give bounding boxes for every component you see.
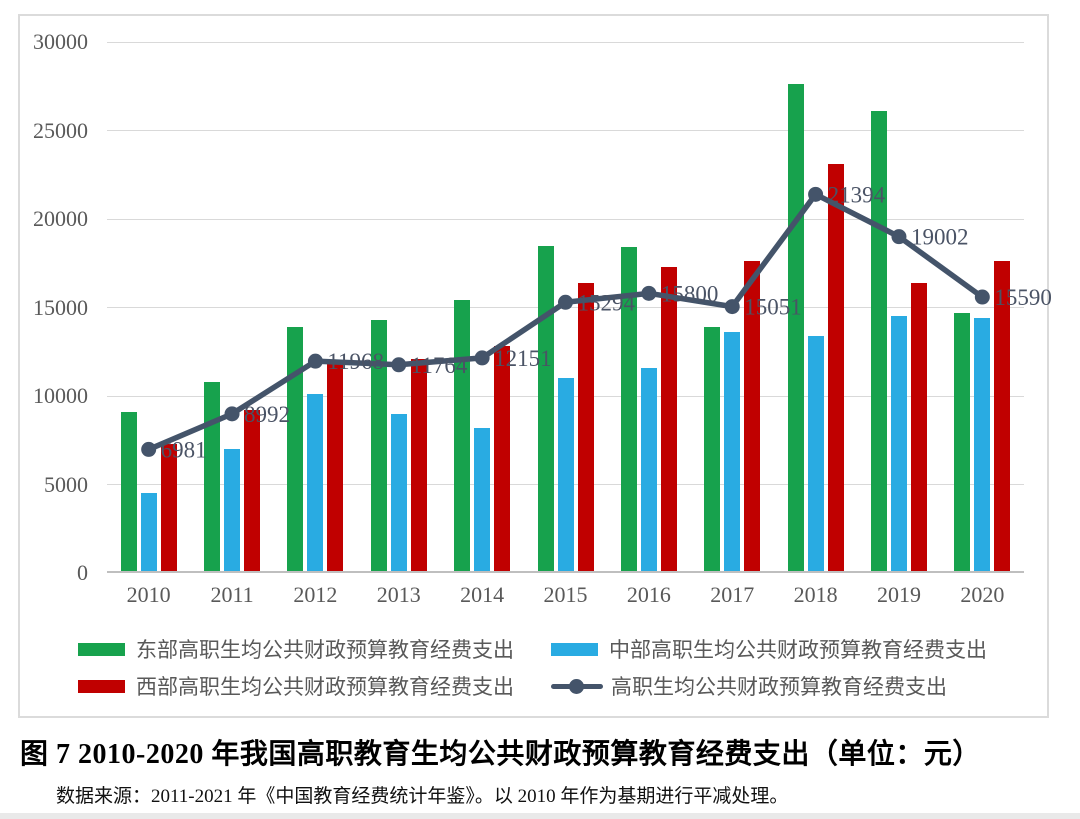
legend-label-east: 东部高职生均公共财政预算教育经费支出 xyxy=(136,638,514,662)
legend-swatch-central xyxy=(551,642,598,656)
y-tick-10000: 10000 xyxy=(33,383,88,408)
bar-series1-2012 xyxy=(307,394,324,573)
bar-series2-2015 xyxy=(577,282,594,573)
bar-series2-2011 xyxy=(244,410,261,573)
bar-series2-2018 xyxy=(827,164,844,573)
bar-series2-2013 xyxy=(410,358,427,573)
bar-series1-2014 xyxy=(474,427,491,573)
bar-series0-2020 xyxy=(954,312,971,573)
line-data-label-2011: 8992 xyxy=(244,402,290,427)
bar-series1-2018 xyxy=(807,335,824,573)
plot-area: 6981 8992 11968 11764 12151 15294 15800 15051 21… xyxy=(107,41,1052,573)
bar-series0-2010 xyxy=(120,411,137,573)
line-marker-2011 xyxy=(224,406,240,422)
x-tick-2015: 2015 xyxy=(543,582,588,607)
line-marker-2012 xyxy=(307,353,323,369)
x-tick-2014: 2014 xyxy=(460,582,505,607)
line-data-label-2015: 15294 xyxy=(578,290,636,315)
line-data-label-2020: 15590 xyxy=(994,285,1051,310)
line-marker-2018 xyxy=(808,186,824,202)
line-marker-2016 xyxy=(641,285,657,301)
x-tick-2017: 2017 xyxy=(710,582,755,607)
bar-series0-2011 xyxy=(204,381,221,573)
y-tick-20000: 20000 xyxy=(33,206,88,231)
legend-label-overall: 高职生均公共财政预算教育经费支出 xyxy=(611,675,947,699)
line-marker-2019 xyxy=(891,229,907,245)
figure-title: 图 7 2010-2020 年我国高职教育生均公共财政预算教育经费支出（单位：元… xyxy=(20,739,981,770)
line-data-label-2010: 6981 xyxy=(161,437,207,462)
line-data-label-2016: 15800 xyxy=(661,281,719,306)
legend-label-central: 中部高职生均公共财政预算教育经费支出 xyxy=(609,638,987,662)
figure-source-note: 数据来源：2011-2021 年《中国教育经费统计年鉴》。以 2010 年作为基… xyxy=(56,786,789,807)
x-axis-line xyxy=(107,571,1024,573)
line-marker-2017 xyxy=(724,299,740,315)
bar-series0-2018 xyxy=(787,84,804,573)
line-marker-2013 xyxy=(391,357,407,373)
bar-series1-2019 xyxy=(890,316,907,573)
bar-series1-2013 xyxy=(390,413,407,573)
legend-swatch-east xyxy=(78,642,125,656)
legend-item-overall-line: 高职生均公共财政预算教育经费支出 xyxy=(551,673,947,699)
line-data-label-2017: 15051 xyxy=(744,295,802,320)
bar-series1-2020 xyxy=(974,318,991,573)
bar-series0-2014 xyxy=(454,300,471,573)
line-marker-2010 xyxy=(141,441,157,457)
y-tick-30000: 30000 xyxy=(33,29,88,54)
bar-series0-2013 xyxy=(370,319,387,573)
line-data-label-2018: 21394 xyxy=(828,182,886,207)
legend-swatch-west xyxy=(78,679,125,693)
x-tick-2018: 2018 xyxy=(793,582,838,607)
bar-series2-2010 xyxy=(160,443,177,573)
legend-item-west: 西部高职生均公共财政预算教育经费支出 xyxy=(78,673,514,699)
bar-series1-2016 xyxy=(640,367,657,573)
y-tick-5000: 5000 xyxy=(44,471,88,497)
bar-series2-2014 xyxy=(494,346,511,573)
line-data-label-2012: 11968 xyxy=(327,349,384,374)
line-data-label-2014: 12151 xyxy=(494,346,552,371)
line-marker-2015 xyxy=(558,294,573,310)
bar-series2-2016 xyxy=(660,266,677,573)
bar-series2-2020 xyxy=(994,261,1011,573)
x-tick-2013: 2013 xyxy=(376,582,421,607)
bar-series2-2012 xyxy=(327,362,344,573)
legend-label-west: 西部高职生均公共财政预算教育经费支出 xyxy=(136,675,514,699)
x-tick-2019: 2019 xyxy=(876,582,921,607)
x-tick-2012: 2012 xyxy=(293,582,338,607)
x-tick-2010: 2010 xyxy=(126,582,171,607)
x-tick-2011: 2011 xyxy=(210,582,254,607)
bottom-edge-artifact xyxy=(0,813,1080,819)
y-tick-0: 0 xyxy=(77,560,88,585)
legend-item-central: 中部高职生均公共财政预算教育经费支出 xyxy=(551,636,987,662)
chart-frame: 6981 8992 11968 11764 12151 15294 15800 15051 21… xyxy=(18,14,1052,718)
line-marker-2020 xyxy=(974,289,990,305)
bar-series1-2017 xyxy=(724,332,741,573)
trend-line-svg: 6981 8992 11968 11764 12151 15294 15800 15051 21… xyxy=(141,182,1052,462)
gridline-25000 xyxy=(107,130,1024,131)
bar-series0-2017 xyxy=(704,326,721,573)
bar-series0-2016 xyxy=(620,247,637,573)
line-marker-2014 xyxy=(474,350,490,366)
bar-series0-2012 xyxy=(287,326,304,573)
bar-series0-2015 xyxy=(537,245,554,573)
gridline-20000 xyxy=(107,218,1024,220)
x-tick-2020: 2020 xyxy=(960,582,1005,607)
legend-item-east: 东部高职生均公共财政预算教育经费支出 xyxy=(78,636,514,662)
gridline-30000 xyxy=(107,41,1024,43)
bar-series1-2010 xyxy=(140,493,157,573)
bar-series1-2011 xyxy=(224,449,241,573)
line-data-label-2019: 19002 xyxy=(911,225,969,250)
y-tick-25000: 25000 xyxy=(33,117,88,143)
bar-series1-2015 xyxy=(557,378,574,573)
legend-line-marker-icon xyxy=(551,678,603,694)
bar-series2-2017 xyxy=(744,261,761,573)
bar-series2-2019 xyxy=(910,282,927,573)
y-tick-15000: 15000 xyxy=(33,294,88,320)
x-tick-2016: 2016 xyxy=(626,582,671,607)
line-data-label-2013: 11764 xyxy=(411,353,468,378)
